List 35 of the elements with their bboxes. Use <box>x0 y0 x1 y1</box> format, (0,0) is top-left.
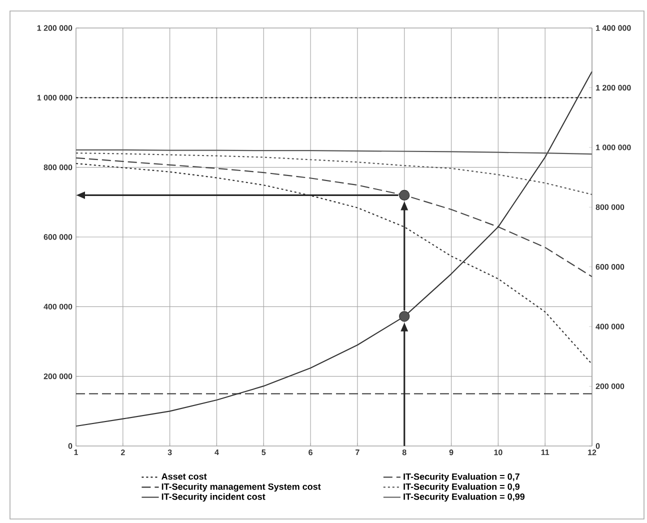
x-tick-label: 11 <box>541 450 550 456</box>
x-tick-label: 9 <box>449 450 454 456</box>
x-tick-label: 3 <box>168 450 172 456</box>
y2-tick-label: 1 000 000 <box>596 144 631 150</box>
x-tick-label: 10 <box>494 450 502 456</box>
y2-tick-label: 200 000 <box>596 383 624 390</box>
legend-label: IT-Security Evaluation = 0,99 <box>404 493 525 502</box>
y-tick-label: 400 000 <box>44 304 72 310</box>
x-tick-label: 2 <box>120 450 125 456</box>
legend-label: IT-Security Evaluation = 0,7 <box>404 473 520 482</box>
line-series <box>75 70 593 427</box>
y2-tick-label: 600 000 <box>596 264 624 270</box>
y2-tick-label: 0 <box>596 443 600 449</box>
legend-label: IT-Security incident cost <box>162 493 266 502</box>
y2-tick-label: 400 000 <box>596 324 624 330</box>
x-tick-label: 7 <box>356 450 360 456</box>
y-tick-label: 1 200 000 <box>37 25 72 31</box>
x-tick-label: 5 <box>262 450 266 456</box>
y-tick-label: 0 <box>68 443 72 449</box>
legend-label: IT-Security Evaluation = 0,9 <box>404 483 520 492</box>
x-tick-label: 12 <box>588 450 596 456</box>
legend-label: Asset cost <box>162 473 207 480</box>
x-tick-label: 4 <box>214 450 219 456</box>
y-tick-label: 800 000 <box>44 164 72 170</box>
line-series <box>75 157 593 278</box>
y2-tick-label: 1 400 000 <box>596 25 631 31</box>
y-tick-label: 1 000 000 <box>37 94 72 100</box>
y2-tick-label: 1 200 000 <box>596 84 631 91</box>
x-tick-label: 6 <box>308 450 312 456</box>
x-tick-label: 1 <box>74 450 78 456</box>
y2-tick-label: 800 000 <box>596 204 624 210</box>
legend-label: IT-Security management System cost <box>162 483 321 492</box>
y-tick-label: 200 000 <box>44 374 72 380</box>
y-tick-label: 600 000 <box>44 234 72 240</box>
x-tick-label: 8 <box>402 450 406 456</box>
